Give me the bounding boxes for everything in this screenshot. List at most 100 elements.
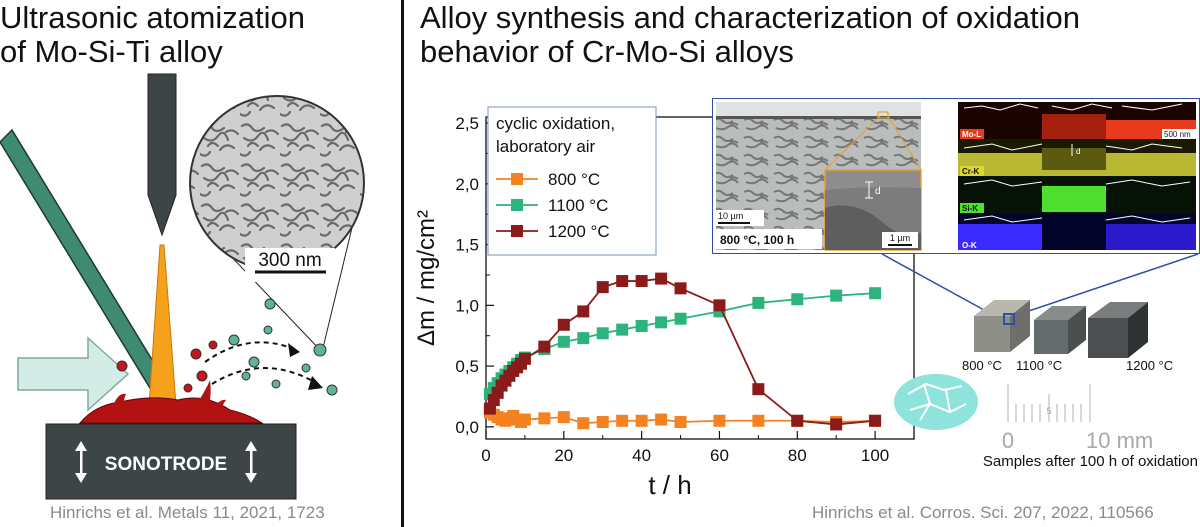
map-marker: d	[1076, 147, 1080, 156]
legend-marker	[511, 173, 523, 185]
x-tick-label: 0	[481, 446, 490, 465]
particle	[326, 384, 338, 396]
legend-entry: 1200 °C	[548, 222, 610, 241]
data-point	[674, 415, 687, 428]
ruler-label-5: 5	[1046, 406, 1051, 416]
data-point	[655, 316, 668, 329]
samples-panel: 800 °C 1100 °C 1200 °C 0 5 10 mm Samples…	[881, 254, 1199, 470]
melt-pool	[78, 397, 264, 424]
data-point	[518, 413, 531, 426]
data-point	[557, 318, 570, 331]
y-tick-label: 0,5	[455, 357, 479, 376]
legend-title-line1: cyclic oxidation,	[496, 114, 615, 133]
x-tick-label: 100	[861, 446, 889, 465]
oxidation-chart: 0 20 40 60 80 100 0,0 0,5 1,0 1,5 2,0 2,5 t / h Δm / …	[413, 106, 915, 500]
inset-scale-label: 1 µm	[890, 233, 910, 243]
data-point	[869, 287, 882, 300]
data-point	[518, 352, 531, 365]
data-point	[577, 417, 590, 430]
plot-frame	[485, 116, 915, 440]
particle	[271, 379, 281, 389]
y-tick-label: 2,0	[455, 175, 479, 194]
sem-condition-label: 800 °C, 100 h	[720, 233, 794, 247]
trajectory-arrow	[211, 367, 319, 385]
data-point	[577, 332, 590, 345]
map-scale-label: 500 nm	[1164, 130, 1191, 139]
data-point	[557, 335, 570, 348]
particle	[264, 298, 276, 310]
map-label-o: O-K	[962, 241, 977, 250]
vibration-arrow-icon	[75, 441, 257, 483]
sample-label-800: 800 °C	[962, 358, 1002, 373]
x-tick-label: 80	[788, 446, 807, 465]
input-arrow-icon	[17, 336, 130, 412]
data-point	[752, 414, 765, 427]
scale-bar-label: 300 nm	[258, 250, 321, 271]
particle	[228, 334, 240, 346]
sample-cube-1200	[1088, 302, 1148, 358]
data-point	[713, 414, 726, 427]
legend-marker	[511, 225, 523, 237]
data-point	[616, 323, 629, 336]
data-point	[791, 293, 804, 306]
atomization-illustration: 300 nm SONOTRODE	[0, 73, 365, 500]
left-citation: Hinrichs et al. Metals 11, 2021, 1723	[50, 503, 325, 522]
arrow-head-icon	[308, 376, 323, 390]
data-point	[655, 272, 668, 285]
left-title-line1: Ultrasonic atomization	[0, 0, 305, 35]
series-0	[483, 406, 882, 430]
particle	[263, 325, 273, 335]
data-point	[674, 312, 687, 325]
data-point	[616, 414, 629, 427]
sonotrode-label: SONOTRODE	[105, 454, 227, 475]
legend-entry: 800 °C	[548, 170, 600, 189]
data-point	[596, 281, 609, 294]
data-point	[538, 412, 551, 425]
y-tick-label: 0,0	[455, 418, 479, 437]
inset-marker: d	[875, 186, 881, 197]
right-title-line1: Alloy synthesis and characterization of …	[420, 0, 1080, 35]
droplet	[116, 360, 128, 372]
y-tick-label: 1,0	[455, 296, 479, 315]
samples-caption: Samples after 100 h of oxidation	[983, 453, 1198, 470]
x-tick-label: 60	[710, 446, 729, 465]
sem-micrograph-circle	[189, 95, 365, 271]
sample-label-1100: 1100 °C	[1016, 358, 1062, 373]
particle	[313, 343, 327, 357]
droplet	[183, 383, 193, 393]
y-axis-label: Δm / mg/cm²	[413, 210, 440, 346]
right-citation: Hinrichs et al. Corros. Sci. 207, 2022, …	[812, 503, 1154, 522]
data-point	[655, 413, 668, 426]
nozzle	[147, 73, 177, 237]
data-point	[713, 299, 726, 312]
melt-splash	[210, 399, 226, 414]
particle	[241, 371, 251, 381]
particle	[301, 363, 311, 373]
legend-title-line2: laboratory air	[496, 137, 596, 156]
x-axis-label: t / h	[648, 470, 691, 500]
sample-label-1200: 1200 °C	[1126, 358, 1173, 373]
arrow-head-icon	[288, 343, 300, 357]
beam	[148, 244, 177, 406]
droplet	[190, 348, 202, 360]
map-label-cr: Cr-K	[962, 167, 980, 176]
data-point	[869, 414, 882, 427]
sample-cube-800	[974, 300, 1030, 352]
data-point	[635, 414, 648, 427]
data-point	[538, 340, 551, 353]
oxide-flake	[894, 374, 978, 430]
melt-splash	[112, 393, 126, 410]
data-point	[635, 275, 648, 288]
droplet	[208, 340, 218, 350]
series-2	[483, 272, 882, 431]
left-title-line2: of Mo-Si-Ti alloy	[0, 34, 223, 69]
data-point	[596, 327, 609, 340]
sem-panel: d 1 µm 10 µm 800 °C, 100 h d Mo-L Cr-K S…	[712, 98, 1200, 254]
data-point	[791, 414, 804, 427]
y-tick-label: 1,5	[455, 236, 479, 255]
droplet	[196, 370, 208, 382]
right-title-line2: behavior of Cr-Mo-Si alloys	[420, 34, 794, 69]
data-point	[635, 319, 648, 332]
data-point	[557, 411, 570, 424]
data-point	[830, 418, 843, 431]
